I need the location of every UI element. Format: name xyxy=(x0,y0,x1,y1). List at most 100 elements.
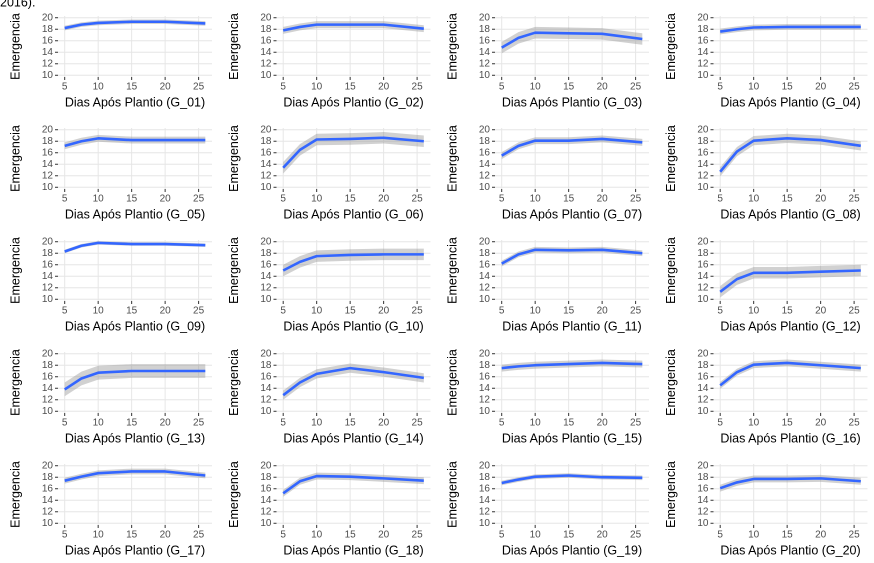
trend-line xyxy=(719,269,861,293)
x-tick-label: 15 xyxy=(345,418,357,429)
y-tick-label: 20 xyxy=(42,348,54,359)
y-tick-label: 10 xyxy=(479,518,491,529)
x-axis-label: Dias Após Plantio (G_06) xyxy=(283,207,423,221)
y-axis-label: Emergencia xyxy=(664,125,678,192)
x-axis-label: Dias Após Plantio (G_20) xyxy=(720,543,860,557)
y-tick-label: 20 xyxy=(697,124,709,135)
y-tick-label: 12 xyxy=(697,506,709,517)
x-tick-label: 10 xyxy=(93,82,105,93)
x-tick-label: 5 xyxy=(499,82,505,93)
y-tick-label: 16 xyxy=(697,259,709,270)
x-tick-label: 25 xyxy=(412,306,424,317)
x-tick-label: 20 xyxy=(815,82,827,93)
y-axis-label: Emergencia xyxy=(8,13,22,80)
x-tick-label: 10 xyxy=(530,194,542,205)
y-tick-label: 20 xyxy=(42,12,54,23)
x-tick-label: 15 xyxy=(782,306,794,317)
y-tick-label: 12 xyxy=(479,58,491,69)
y-tick-label: 10 xyxy=(260,406,272,417)
plot-background xyxy=(495,16,649,77)
x-tick-label: 5 xyxy=(62,530,68,541)
x-tick-label: 15 xyxy=(126,82,138,93)
y-tick-label: 16 xyxy=(42,35,54,46)
trend-line xyxy=(64,137,206,148)
x-tick-label: 20 xyxy=(378,194,390,205)
x-tick-label: 5 xyxy=(62,418,68,429)
x-tick-label: 10 xyxy=(748,306,760,317)
y-tick-label: 10 xyxy=(42,406,54,417)
x-tick-label: 15 xyxy=(563,194,575,205)
y-tick-label: 16 xyxy=(697,371,709,382)
x-tick-label: 10 xyxy=(748,418,760,429)
y-tick-label: 10 xyxy=(697,294,709,305)
plot-background xyxy=(495,352,649,413)
y-tick-label: 16 xyxy=(479,35,491,46)
trend-line xyxy=(501,361,643,370)
y-tick-label: 14 xyxy=(260,383,272,394)
x-tick-label: 15 xyxy=(563,530,575,541)
x-tick-label: 15 xyxy=(126,306,138,317)
y-tick-label: 18 xyxy=(42,136,54,147)
x-tick-label: 25 xyxy=(630,194,642,205)
x-tick-label: 10 xyxy=(311,530,323,541)
y-tick-label: 16 xyxy=(697,483,709,494)
y-tick-label: 18 xyxy=(260,472,272,483)
x-tick-label: 25 xyxy=(849,82,861,93)
y-tick-label: 20 xyxy=(479,12,491,23)
x-tick-label: 20 xyxy=(160,306,172,317)
x-tick-label: 10 xyxy=(311,194,323,205)
y-tick-label: 12 xyxy=(479,506,491,517)
trend-line xyxy=(282,136,424,169)
y-tick-label: 18 xyxy=(260,360,272,371)
y-tick-label: 18 xyxy=(697,360,709,371)
plot-background xyxy=(713,464,868,525)
y-tick-label: 14 xyxy=(479,47,491,58)
y-tick-label: 20 xyxy=(42,236,54,247)
y-axis-label: Emergencia xyxy=(445,13,459,80)
x-tick-label: 25 xyxy=(849,530,861,541)
x-tick-label: 25 xyxy=(630,530,642,541)
y-tick-label: 12 xyxy=(42,282,54,293)
trend-line xyxy=(282,23,424,32)
y-tick-label: 16 xyxy=(479,147,491,158)
x-tick-label: 5 xyxy=(717,418,723,429)
plot-background xyxy=(58,16,212,77)
x-axis-label: Dias Após Plantio (G_04) xyxy=(720,95,860,109)
y-tick-label: 18 xyxy=(697,472,709,483)
y-tick-label: 10 xyxy=(260,182,272,193)
y-tick-label: 14 xyxy=(479,159,491,170)
y-tick-label: 18 xyxy=(697,248,709,259)
y-tick-label: 14 xyxy=(260,495,272,506)
x-tick-label: 5 xyxy=(499,306,505,317)
y-tick-label: 14 xyxy=(260,47,272,58)
y-tick-label: 12 xyxy=(260,394,272,405)
y-tick-label: 12 xyxy=(260,282,272,293)
x-tick-label: 20 xyxy=(378,306,390,317)
y-tick-label: 16 xyxy=(260,371,272,382)
y-tick-label: 12 xyxy=(260,170,272,181)
y-tick-label: 18 xyxy=(479,248,491,259)
y-tick-label: 12 xyxy=(697,394,709,405)
x-axis-label: Dias Após Plantio (G_17) xyxy=(65,543,205,557)
x-axis-label: Dias Após Plantio (G_10) xyxy=(283,319,423,333)
y-tick-label: 18 xyxy=(697,24,709,35)
trend-line xyxy=(282,366,424,397)
x-tick-label: 10 xyxy=(311,82,323,93)
y-tick-label: 10 xyxy=(697,406,709,417)
y-axis-label: Emergencia xyxy=(227,125,241,192)
x-tick-label: 15 xyxy=(126,194,138,205)
y-tick-label: 18 xyxy=(479,360,491,371)
y-tick-label: 12 xyxy=(697,58,709,69)
x-tick-label: 10 xyxy=(530,306,542,317)
y-tick-label: 10 xyxy=(479,70,491,81)
x-tick-label: 25 xyxy=(193,418,205,429)
y-tick-label: 20 xyxy=(479,460,491,471)
